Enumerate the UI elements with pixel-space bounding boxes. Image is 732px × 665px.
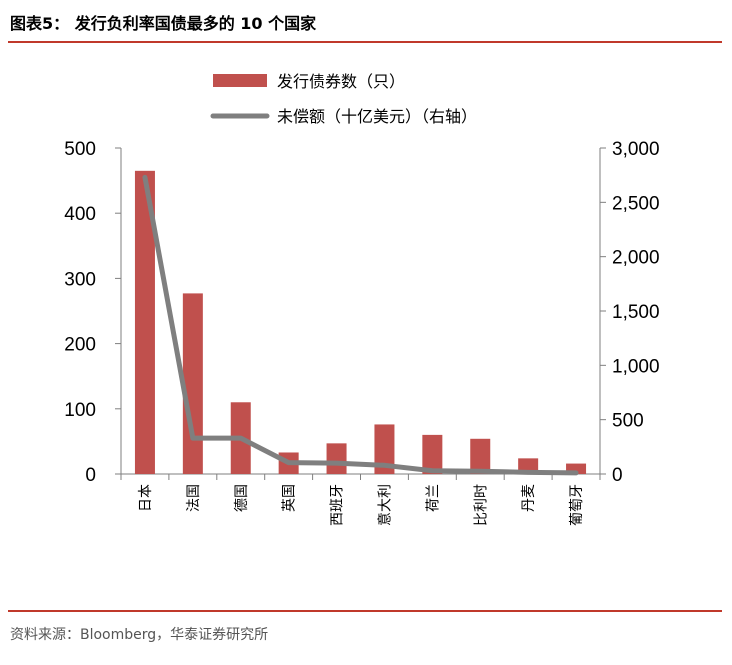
left-tick-label: 100 — [64, 400, 96, 421]
bar — [134, 170, 155, 474]
footer-divider — [8, 610, 722, 612]
title-divider — [8, 41, 722, 43]
bar — [374, 424, 395, 474]
source-note: 资料来源：Bloomberg，华泰证券研究所 — [10, 627, 269, 643]
right-tick-label: 1,500 — [612, 302, 660, 323]
category-label: 德国 — [234, 484, 250, 512]
bar — [422, 434, 443, 474]
left-tick-label: 0 — [85, 465, 96, 486]
right-tick-label: 0 — [612, 465, 623, 486]
left-tick-label: 300 — [64, 269, 96, 290]
category-label: 葡萄牙 — [569, 484, 585, 526]
category-label: 意大利 — [376, 484, 393, 526]
category-label: 丹麦 — [521, 484, 537, 512]
category-label: 法国 — [186, 484, 202, 512]
series-line — [142, 174, 579, 476]
category-label: 荷兰 — [425, 484, 441, 512]
category-label: 日本 — [138, 484, 154, 512]
left-tick-label: 400 — [64, 204, 96, 225]
bar — [182, 293, 203, 474]
right-tick-label: 500 — [612, 411, 644, 432]
legend-bar-swatch — [213, 74, 267, 87]
category-label: 西班牙 — [330, 484, 346, 526]
category-label: 比利时 — [473, 484, 489, 526]
legend-line-label: 未偿额（十亿美元）（右轴） — [277, 107, 477, 126]
left-tick-label: 200 — [64, 335, 96, 356]
right-tick-label: 2,500 — [612, 193, 660, 214]
right-tick-label: 2,000 — [612, 248, 660, 269]
left-tick-label: 500 — [64, 139, 96, 160]
right-tick-label: 1,000 — [612, 356, 660, 377]
bar — [326, 443, 347, 474]
category-label: 英国 — [281, 484, 298, 512]
bar — [566, 463, 587, 474]
figure-title: 图表5： 发行负利率国债最多的 10 个国家 — [10, 14, 317, 33]
right-tick-label: 3,000 — [612, 139, 660, 160]
bar — [470, 438, 491, 474]
legend-bar-label: 发行债券数（只） — [277, 72, 405, 91]
